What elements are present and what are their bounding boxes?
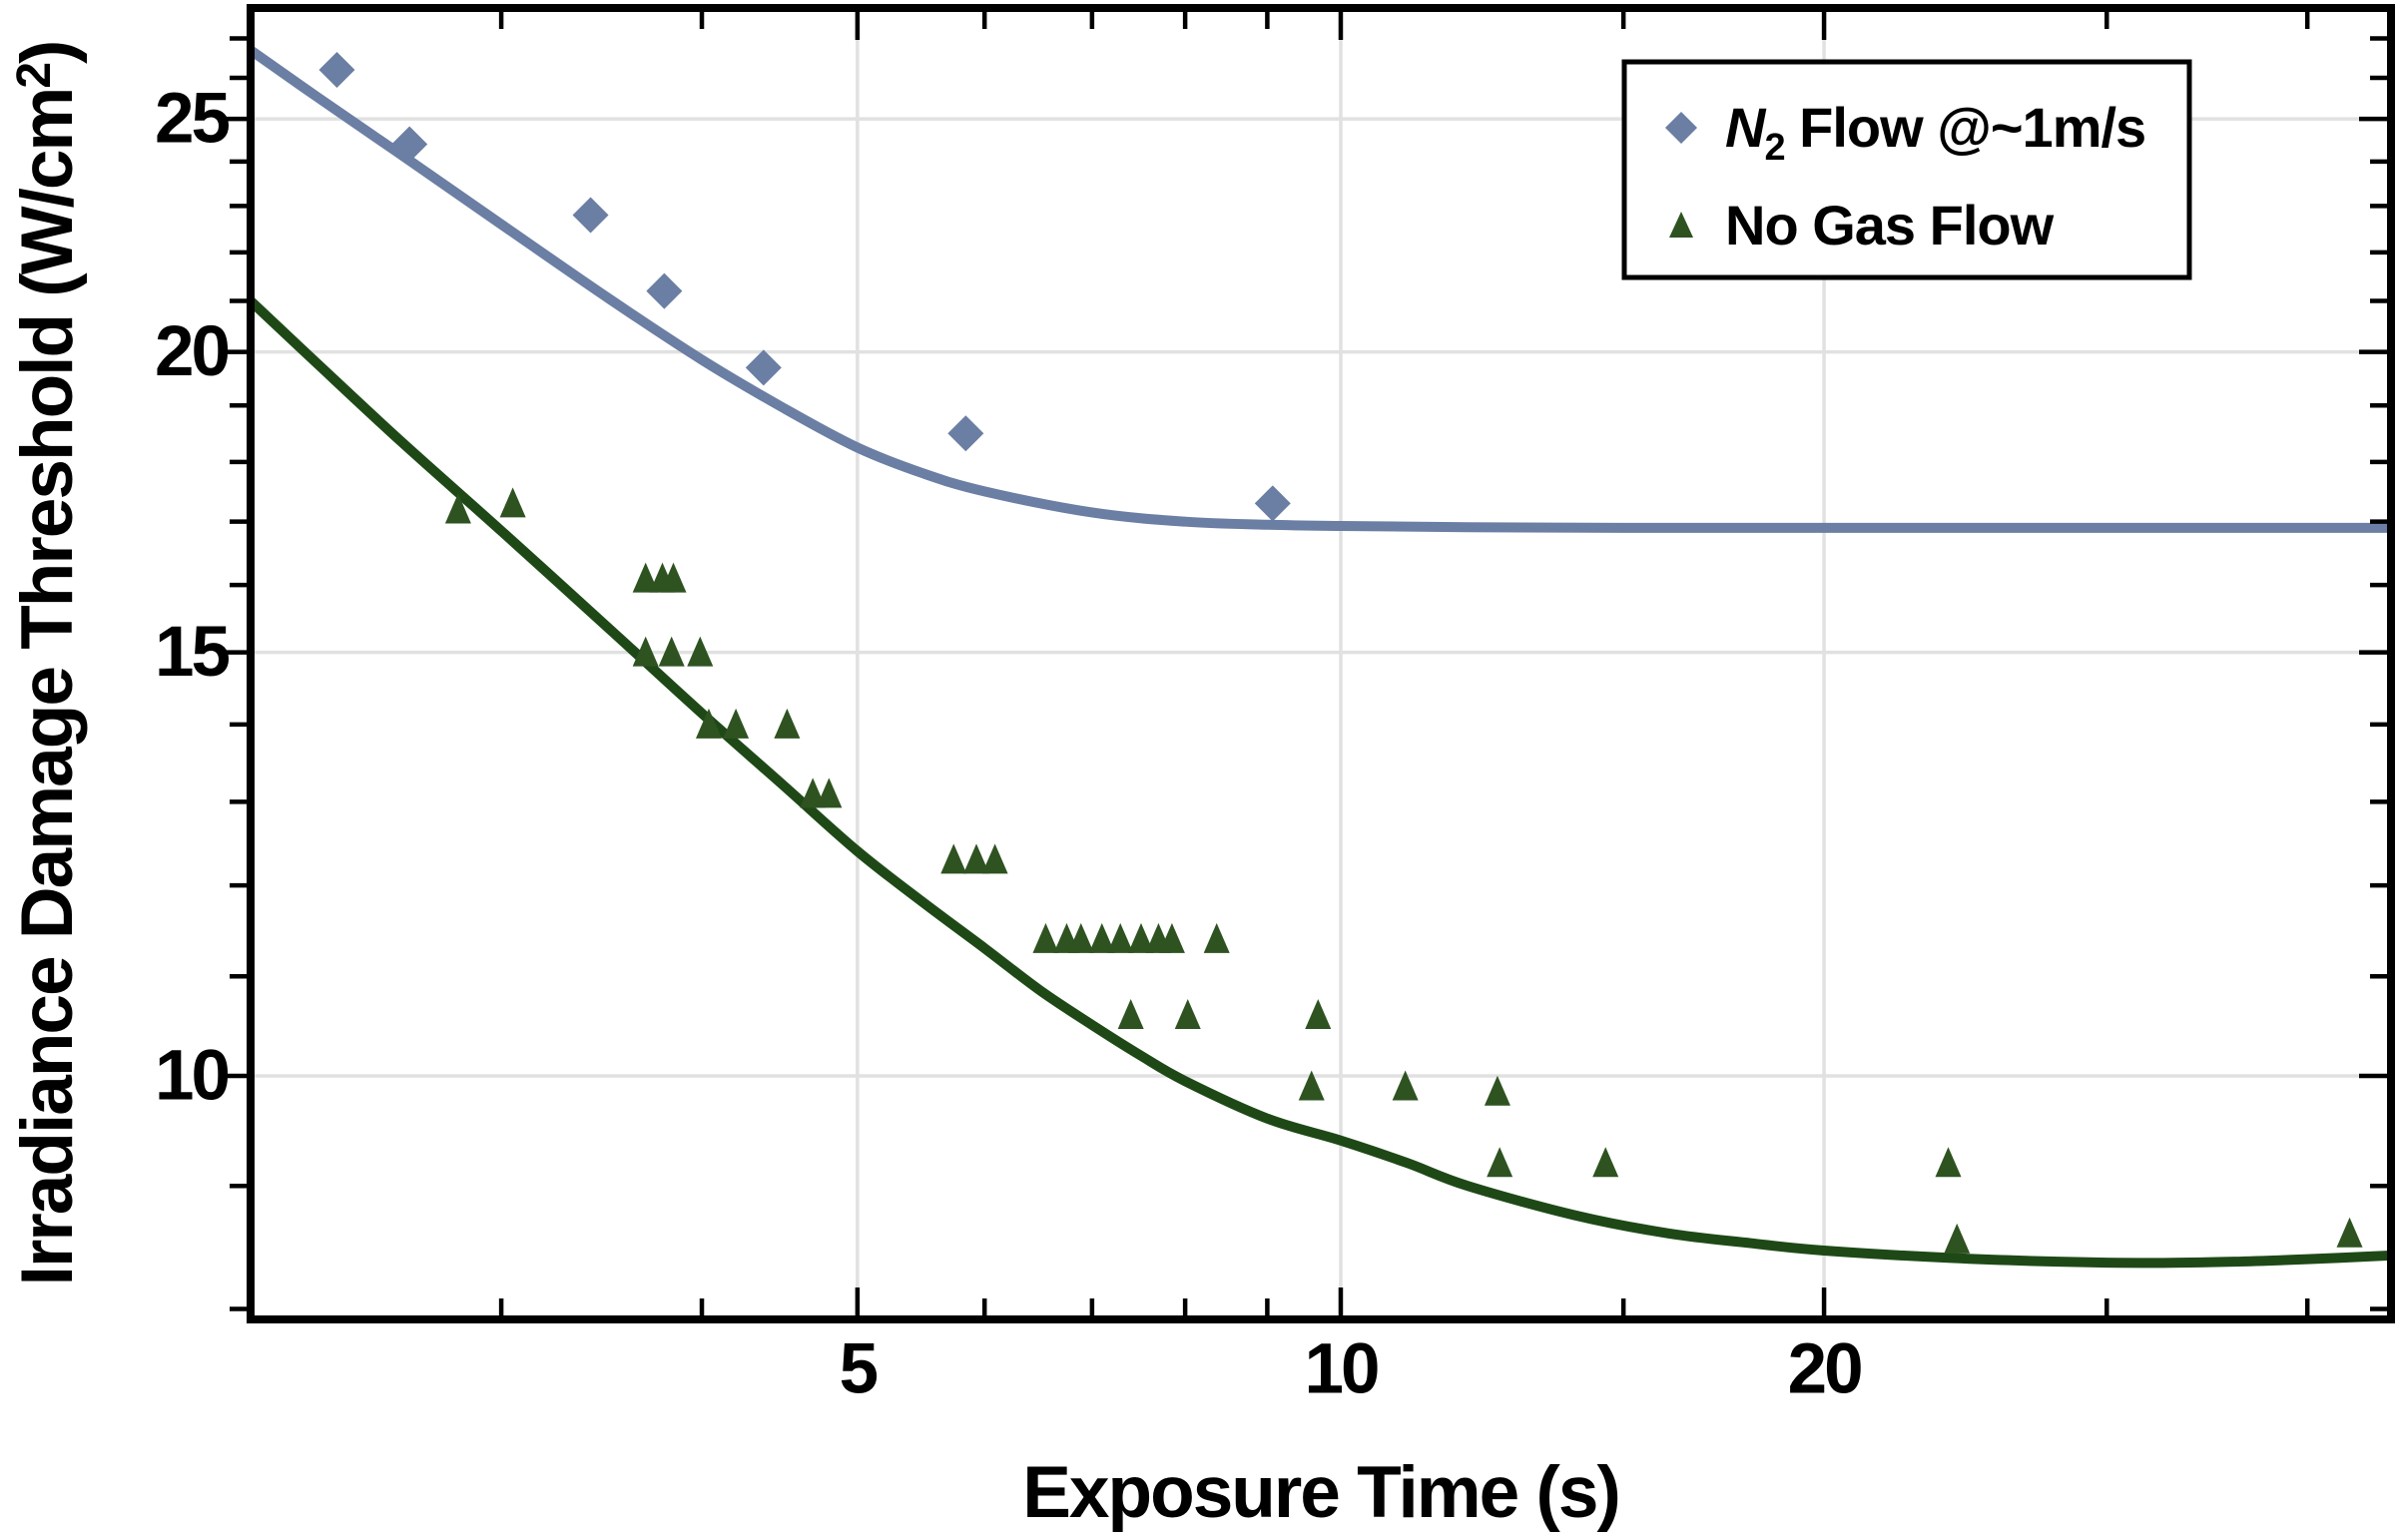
no-gas-point (816, 777, 843, 808)
no-gas-point (2336, 1217, 2363, 1248)
legend-entry-no-gas: No Gas Flow (1669, 194, 2056, 257)
no-gas-point (1592, 1147, 1619, 1178)
n2-point (572, 197, 609, 234)
no-gas-point (1127, 922, 1154, 953)
n2-point (1254, 485, 1291, 522)
n2-fit-curve (251, 46, 2390, 533)
no-gas-point (1174, 998, 1201, 1029)
no-gas-point (695, 708, 722, 739)
no-gas-point (1935, 1147, 1962, 1178)
no-gas-point (444, 493, 471, 524)
y-axis-title: Irradiance Damage Threshold (W/cm2) (7, 42, 88, 1286)
x-tick-label: 10 (1304, 1330, 1377, 1409)
x-axis-title: Exposure Time (s) (1022, 1452, 1619, 1533)
no-gas-fit-curve (251, 296, 2390, 1269)
legend-triangle-marker (1669, 212, 1693, 238)
legend-diamond-marker (1665, 112, 1697, 144)
no-gas-point (660, 562, 687, 593)
no-gas-point (774, 708, 801, 739)
legend-box (1621, 59, 2192, 280)
n2-point (745, 349, 782, 386)
n2-point (646, 272, 683, 309)
no-gas-point (1158, 922, 1185, 953)
y-tick-label: 10 (155, 1036, 228, 1115)
no-gas-point (963, 843, 990, 874)
no-gas-point (1305, 998, 1332, 1029)
axis-ticks (219, 12, 2387, 1315)
no-gas-point (1203, 922, 1230, 953)
legend: N2 Flow @~1m/s No Gas Flow (1621, 59, 2192, 280)
no-gas-point (723, 708, 750, 739)
no-gas-point (1944, 1223, 1971, 1254)
x-tick-label: 5 (840, 1330, 878, 1409)
x-tick-labels: 5 10 20 (840, 1330, 1864, 1409)
y-tick-label: 25 (155, 80, 229, 159)
n2-point (947, 415, 984, 452)
y-tick-label: 15 (155, 613, 229, 692)
plot-frame (247, 4, 2395, 1323)
no-gas-point (499, 487, 526, 518)
no-gas-point (940, 843, 967, 874)
no-gas-point (1487, 1147, 1513, 1178)
legend-entry-n2: N2 Flow @~1m/s (1665, 96, 2146, 169)
no-gas-point (632, 562, 659, 593)
n2-point (318, 52, 355, 89)
no-gas-point (1484, 1075, 1510, 1106)
n2-points (318, 52, 1291, 522)
no-gas-point (1117, 998, 1144, 1029)
no-gas-point (1067, 922, 1094, 953)
y-tick-label: 20 (155, 312, 228, 391)
legend-label: No Gas Flow (1725, 194, 2055, 257)
no-gas-point (632, 636, 659, 667)
no-gas-point (1107, 922, 1134, 953)
n2-point (391, 126, 428, 163)
no-gas-point (1392, 1070, 1419, 1101)
no-gas-point (1032, 922, 1059, 953)
y-tick-labels: 10 15 20 25 (155, 80, 232, 1116)
x-tick-label: 20 (1788, 1330, 1861, 1409)
no-gas-points (444, 487, 2363, 1254)
legend-label: N2 Flow @~1m/s (1725, 96, 2145, 169)
no-gas-point (1088, 922, 1115, 953)
no-gas-point (687, 636, 714, 667)
no-gas-point (981, 843, 1008, 874)
no-gas-point (658, 636, 685, 667)
no-gas-point (1298, 1070, 1325, 1101)
